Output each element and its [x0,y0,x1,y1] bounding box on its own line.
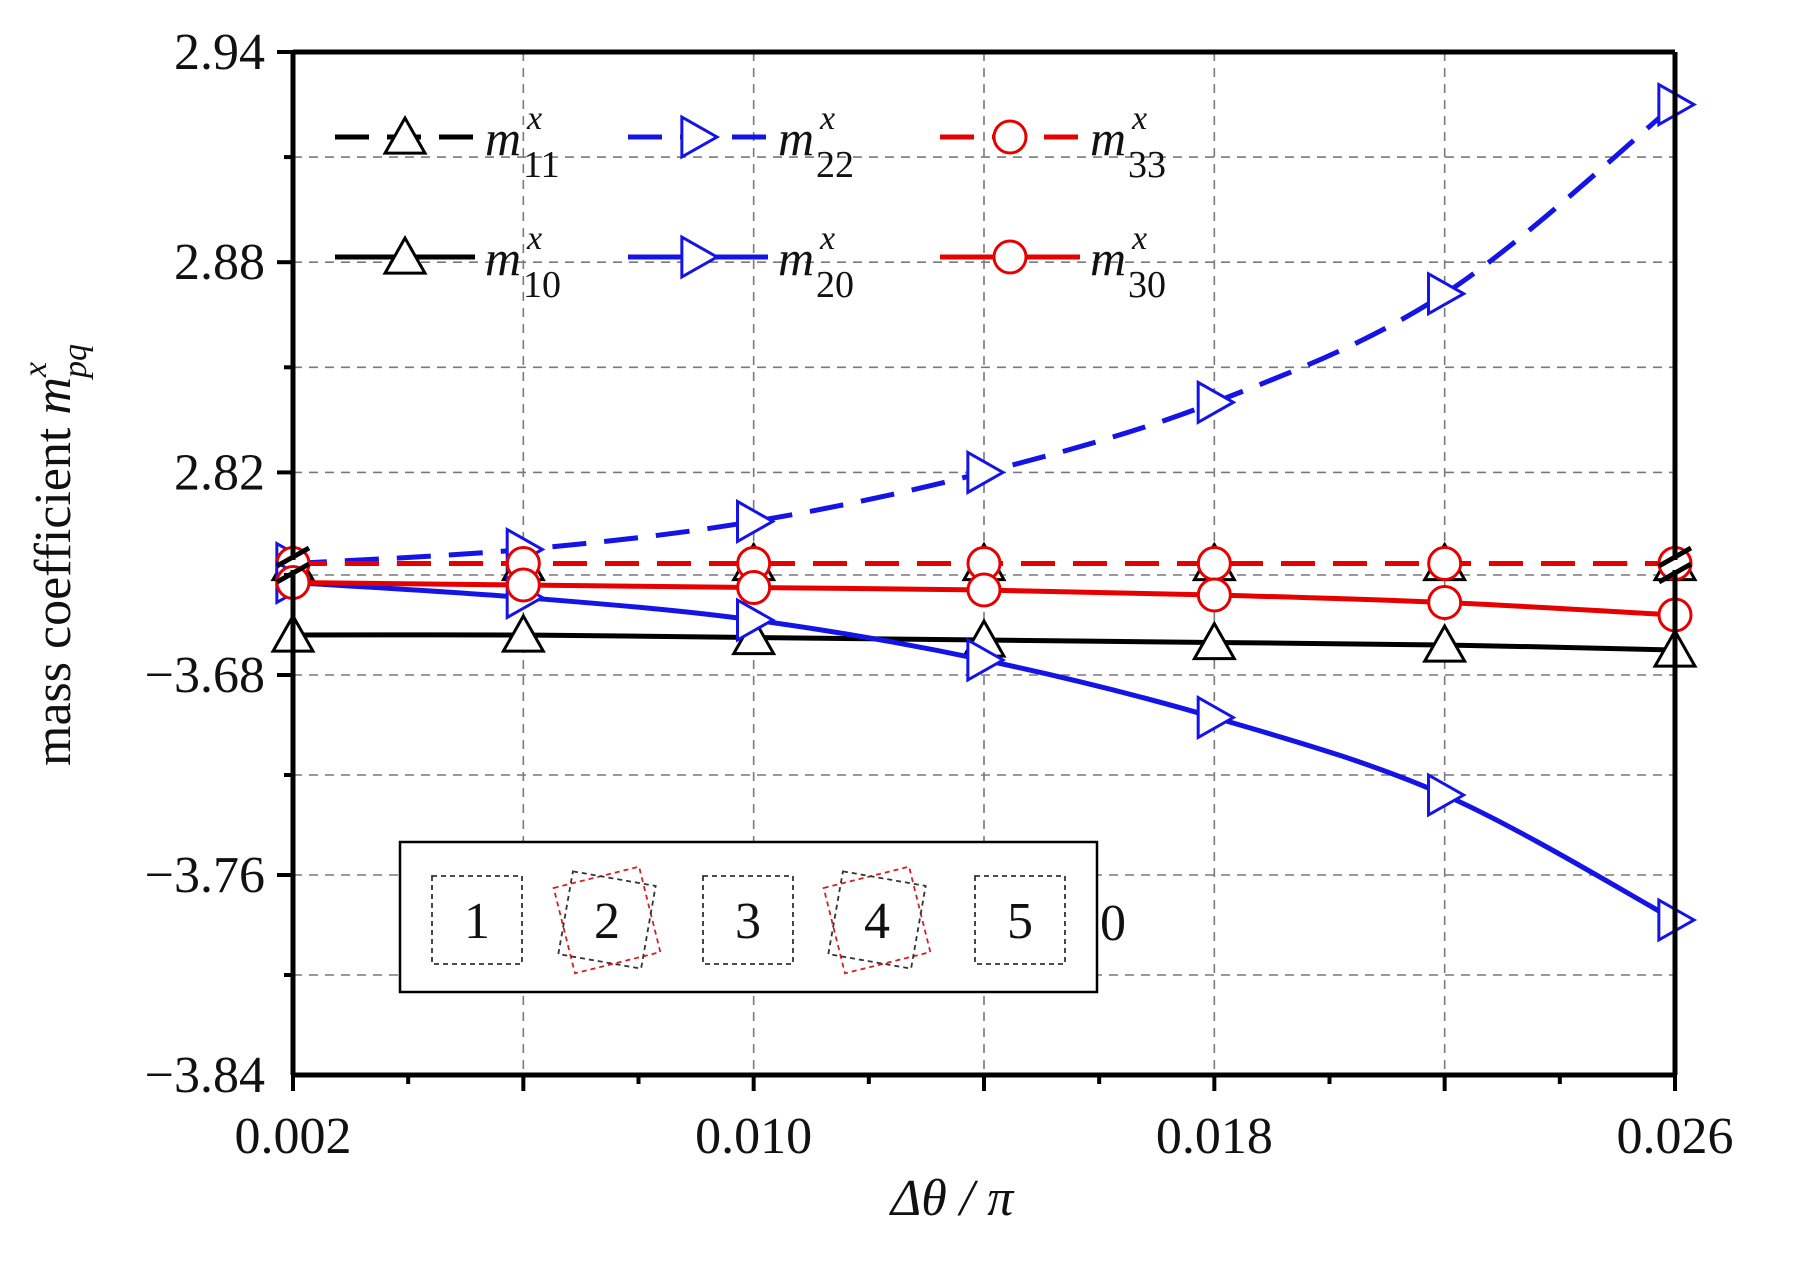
legend-marker-m22 [680,114,721,160]
legend-label-sup: x [1131,220,1147,257]
data-point-m20 [966,637,1007,683]
x-tick-label: 0.026 [1617,1108,1734,1165]
data-point-m22 [1427,271,1467,317]
legend-item-m20: m x 20 [628,220,854,306]
inset-box-label: 4 [864,893,890,950]
data-point-m33 [1427,546,1463,582]
data-point-m20 [1427,772,1467,818]
inset-outline [431,875,523,965]
data-point-m30 [1196,577,1232,613]
inset-box-label: 3 [735,893,761,950]
data-point-m20 [1196,694,1237,741]
legend-label-sub: 33 [1128,144,1166,186]
y-axis-title: mass coefficient mxpq [17,344,94,766]
y-tick-label: 2.82 [174,444,265,501]
inset-box-label: 5 [1007,893,1033,950]
legend-item-m30: m x 30 [940,220,1166,306]
series-layer [270,82,1698,943]
inset-box-label: 1 [464,893,490,950]
x-tick-label: 0.018 [1156,1108,1273,1165]
legend-label-symbol: m [1090,110,1126,166]
legend-marker-m30 [992,239,1028,275]
inset-box-2: 2 [552,865,662,975]
inset-rotated-outline [552,865,662,975]
inset-box-3: 3 [702,875,794,965]
axis-break-mark [1657,545,1693,569]
axis-break-mark [1657,561,1693,585]
data-point-m33 [1196,546,1232,582]
data-point-m30 [736,570,772,605]
inset-diagram: 1 2 3 4 5 0 [398,840,1126,994]
inset-rotated-outline [827,870,927,970]
y-axis-title-sup: x [17,362,54,378]
inset-rotated-outline [822,865,932,975]
legend-label-sup: x [1131,100,1147,137]
series-m30 [275,565,1693,633]
legend-item-m33: m x 33 [940,100,1166,186]
axis-ticks: 0.002 0.010 0.018 0.026 2.94 2.88 2.82 −3.68 −3.… [145,24,1734,1165]
legend-marker-m20 [680,234,721,280]
y-tick-label: −3.68 [145,647,265,704]
inset-box-label: 2 [594,893,620,950]
data-point-m22 [1196,379,1237,425]
legend-label-sub: 20 [816,264,854,306]
legend-label-sup: x [819,220,835,257]
legend-label-sup: x [526,100,542,137]
axis-break-mark [275,545,311,569]
data-point-m30 [966,572,1002,608]
inset-frame [398,840,1099,994]
inset-outline [974,875,1066,965]
y-axis-title-prefix: mass coefficient [25,415,82,766]
legend-label-symbol: m [778,110,814,166]
data-point-m30 [1427,585,1463,620]
legend-label-symbol: m [485,230,521,286]
legend-marker-m10 [382,234,428,275]
inset-box-4: 4 [822,865,932,975]
legend-marker-m11 [382,114,428,155]
x-tick-label: 0.010 [695,1108,812,1165]
legend-label-sub: 11 [523,144,560,186]
inset-box-5: 5 [974,875,1066,965]
y-tick-label: 2.94 [174,24,265,81]
data-point-m22 [966,449,1007,495]
y-axis-title-sub: pq [57,344,94,380]
data-point-m30 [505,567,541,603]
y-tick-label: 2.88 [174,234,265,291]
x-axis-title: Δθ / π [889,1170,1016,1227]
data-point-m10 [1422,622,1468,663]
data-point-m22 [736,498,776,544]
y-tick-label: −3.84 [145,1047,265,1104]
legend-label-symbol: m [1090,230,1126,286]
legend-item-m22: m x 22 [628,100,854,186]
legend-label-symbol: m [778,230,814,286]
legend-item-m10: m x 10 [335,220,561,306]
x-tick-label: 0.002 [235,1108,352,1165]
legend-label-sub: 22 [816,144,854,186]
inset-rotated-outline [557,870,657,970]
inset-outline [702,875,794,965]
legend-marker-m33 [992,119,1028,155]
legend-label-sub: 10 [523,264,561,306]
inset-box-1: 1 [431,875,523,965]
series-m10 [270,612,1698,668]
data-point-m10 [500,612,546,653]
y-axis-title-symbol: m [25,377,82,415]
y-tick-label: −3.76 [145,847,265,904]
legend-label-sup: x [526,220,542,257]
legend-label-sup: x [819,100,835,137]
legend-label-symbol: m [485,110,521,166]
data-point-m10 [1191,620,1237,661]
inset-trailing-label: 0 [1100,895,1126,952]
legend-item-m11: m x 11 [335,100,560,186]
data-point-m20 [736,597,776,643]
series-line-m22 [292,102,1677,566]
legend-label-sub: 30 [1128,264,1166,306]
